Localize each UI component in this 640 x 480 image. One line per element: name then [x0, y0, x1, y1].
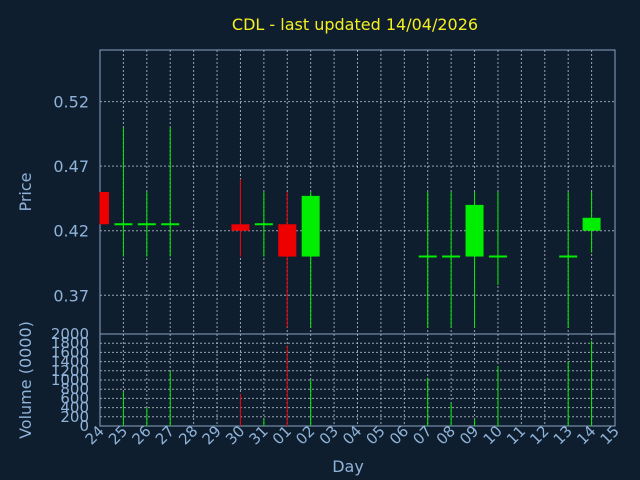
candle-body [278, 224, 297, 257]
volume-tick-label: 1600 [51, 343, 89, 361]
price-tick-label: 0.52 [53, 93, 89, 112]
candle-body [465, 204, 484, 257]
volume-panel-frame [99, 333, 616, 427]
marks-layer [99, 127, 601, 426]
candle-body [582, 217, 601, 231]
candle-body [100, 192, 109, 225]
volume-tick-label: 1800 [51, 334, 89, 352]
chart-title: CDL - last updated 14/04/2026 [232, 15, 478, 34]
volume-tick-label: 400 [60, 399, 89, 417]
volume-tick-label: 600 [60, 389, 89, 407]
price-axis-label: Price [16, 172, 35, 211]
price-tick-label: 0.47 [53, 157, 89, 176]
candle-body [301, 195, 320, 257]
volume-tick-label: 1000 [51, 371, 89, 389]
volume-tick-label: 1400 [51, 353, 89, 371]
price-tick-label: 0.37 [53, 286, 89, 305]
candle-body [231, 224, 250, 231]
tick-labels-layer: 0.520.470.420.37200018001600140012001000… [51, 93, 623, 449]
grid-layer [99, 49, 616, 427]
volume-tick-label: 2000 [51, 325, 89, 343]
volume-tick-label: 1200 [51, 362, 89, 380]
volume-tick-label: 800 [60, 380, 89, 398]
volume-axis-label: Volume (0000) [16, 321, 35, 439]
volume-tick-label: 0 [79, 417, 89, 435]
price-tick-label: 0.42 [53, 222, 89, 241]
volume-tick-label: 200 [60, 408, 89, 426]
x-axis-label: Day [332, 457, 364, 476]
